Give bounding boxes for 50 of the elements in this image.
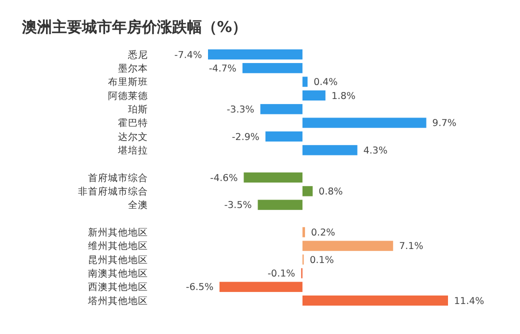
y-tick-label: 新州其他地区 [88, 226, 148, 239]
y-tick-label: 塔州其他地区 [87, 294, 148, 307]
data-label: 11.4% [454, 296, 484, 307]
y-tick-label: 西澳其他地区 [88, 281, 148, 294]
bar [302, 186, 313, 196]
y-tick-label: 阿德莱德 [108, 90, 148, 102]
bar [258, 200, 302, 210]
data-label: -2.9% [232, 132, 260, 143]
y-tick-label: 非首府城市综合 [78, 186, 148, 198]
bar [219, 282, 302, 292]
data-label: 0.4% [314, 77, 338, 88]
bar [302, 145, 358, 156]
bar [302, 296, 448, 306]
y-tick-label: 首府城市综合 [88, 172, 148, 184]
y-tick-label: 悉尼 [127, 48, 148, 61]
data-label: -3.3% [226, 104, 254, 116]
data-label: 1.8% [331, 90, 356, 102]
data-label: -7.4% [174, 50, 202, 61]
bar [302, 240, 394, 251]
data-label: -3.5% [224, 200, 252, 212]
data-label: -4.6% [210, 172, 238, 184]
bar [302, 118, 426, 128]
y-tick-label: 南澳其他地区 [88, 268, 148, 280]
data-label: 9.7% [432, 118, 456, 130]
data-label: -0.1% [268, 268, 296, 280]
bar [302, 90, 326, 101]
data-label: 0.8% [318, 186, 343, 198]
data-label: 4.3% [363, 145, 388, 156]
data-label: 0.1% [310, 254, 334, 266]
y-tick-label: 全澳 [128, 199, 148, 212]
data-label: -6.5% [186, 282, 214, 294]
bar [208, 49, 302, 60]
bar [260, 104, 302, 114]
bar [265, 131, 302, 142]
bar [242, 63, 302, 74]
y-tick-label: 珀斯 [128, 103, 148, 116]
data-label: -4.7% [208, 63, 236, 74]
bar [302, 227, 306, 238]
bar [302, 76, 308, 87]
y-tick-label: 布里斯班 [108, 76, 148, 88]
chart-title: 澳洲主要城市年房价涨跌幅（%） [21, 18, 248, 36]
y-tick-label: 维州其他地区 [88, 240, 148, 252]
y-tick-label: 墨尔本 [118, 62, 148, 74]
y-tick-label: 昆州其他地区 [88, 254, 148, 266]
data-label: 7.1% [399, 241, 424, 252]
data-label: 0.2% [311, 228, 336, 239]
y-tick-label: 霍巴特 [118, 117, 148, 130]
y-tick-label: 达尔文 [118, 130, 148, 143]
y-tick-label: 堪培拉 [117, 144, 148, 156]
bar [244, 172, 302, 183]
